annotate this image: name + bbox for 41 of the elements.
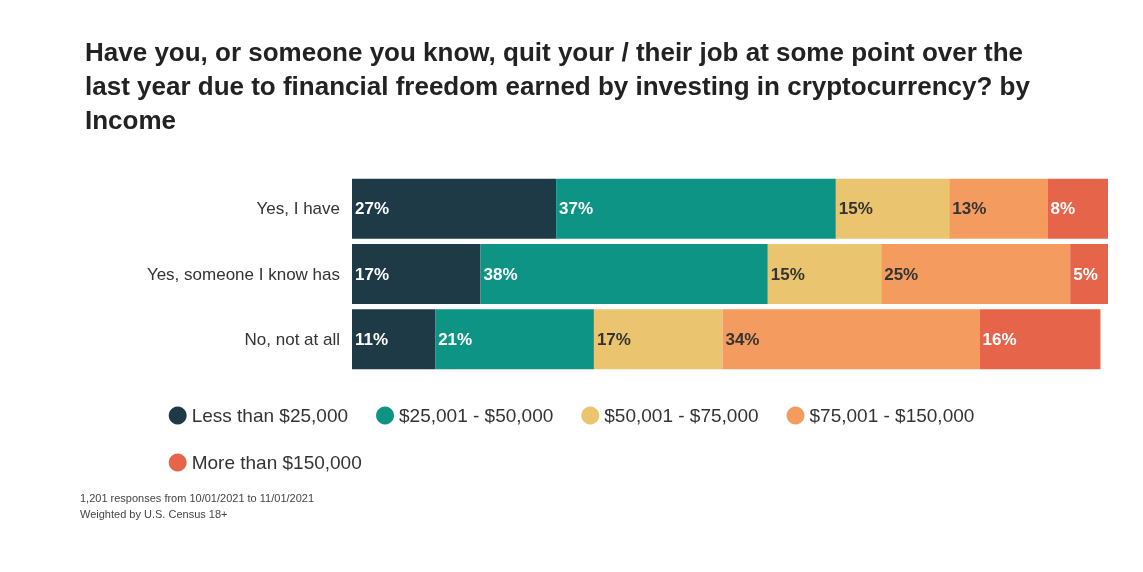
bar bbox=[767, 244, 882, 304]
bar bbox=[352, 178, 557, 239]
text: 1,201 responses from 10/01/2021 to 11/01/2021 bbox=[80, 491, 315, 504]
bar bbox=[835, 178, 950, 239]
data-label: 13% bbox=[952, 199, 987, 219]
y-tick-label: Yes, I have bbox=[256, 199, 340, 219]
bar bbox=[1070, 244, 1108, 304]
legend-label: More than $150,000 bbox=[191, 452, 362, 473]
bar bbox=[593, 309, 723, 370]
y-tick-label: Yes, someone I know has bbox=[146, 264, 340, 284]
bar bbox=[352, 244, 481, 304]
data-label: 37% bbox=[559, 199, 594, 219]
bar bbox=[1047, 178, 1108, 239]
bar bbox=[352, 309, 436, 370]
data-label: 34% bbox=[725, 329, 760, 349]
data-label: 17% bbox=[355, 264, 390, 284]
bar bbox=[979, 309, 1101, 370]
legend-label: $75,001 - $150,000 bbox=[809, 405, 975, 426]
legend-label: $25,001 - $50,000 bbox=[399, 405, 554, 426]
data-label: 25% bbox=[884, 264, 919, 284]
data-label: 21% bbox=[438, 329, 473, 349]
text: Weighted by U.S. Census 18+ bbox=[80, 507, 228, 520]
bar bbox=[556, 178, 836, 239]
data-label: 15% bbox=[838, 199, 873, 219]
bar bbox=[435, 309, 594, 370]
legend-label: $50,001 - $75,000 bbox=[604, 405, 759, 426]
data-label: 11% bbox=[355, 329, 389, 349]
data-label: 17% bbox=[596, 329, 631, 349]
bar bbox=[722, 309, 980, 370]
data-label: 5% bbox=[1073, 264, 1098, 284]
bar bbox=[949, 178, 1048, 239]
data-label: 8% bbox=[1050, 199, 1076, 219]
bar bbox=[480, 244, 768, 304]
legend-label: Less than $25,000 bbox=[191, 405, 349, 426]
data-label: 15% bbox=[770, 264, 805, 284]
data-label: 38% bbox=[483, 264, 518, 284]
bar bbox=[881, 244, 1071, 304]
data-label: 16% bbox=[982, 329, 1017, 349]
data-label: 27% bbox=[355, 199, 390, 219]
y-tick-label: No, not at all bbox=[244, 329, 340, 349]
chart-title: Have you, or someone you know, quit your / their job at some point over the last year due to financial freedom earned by investing in cryptocurrency? by Income bbox=[85, 37, 1038, 135]
